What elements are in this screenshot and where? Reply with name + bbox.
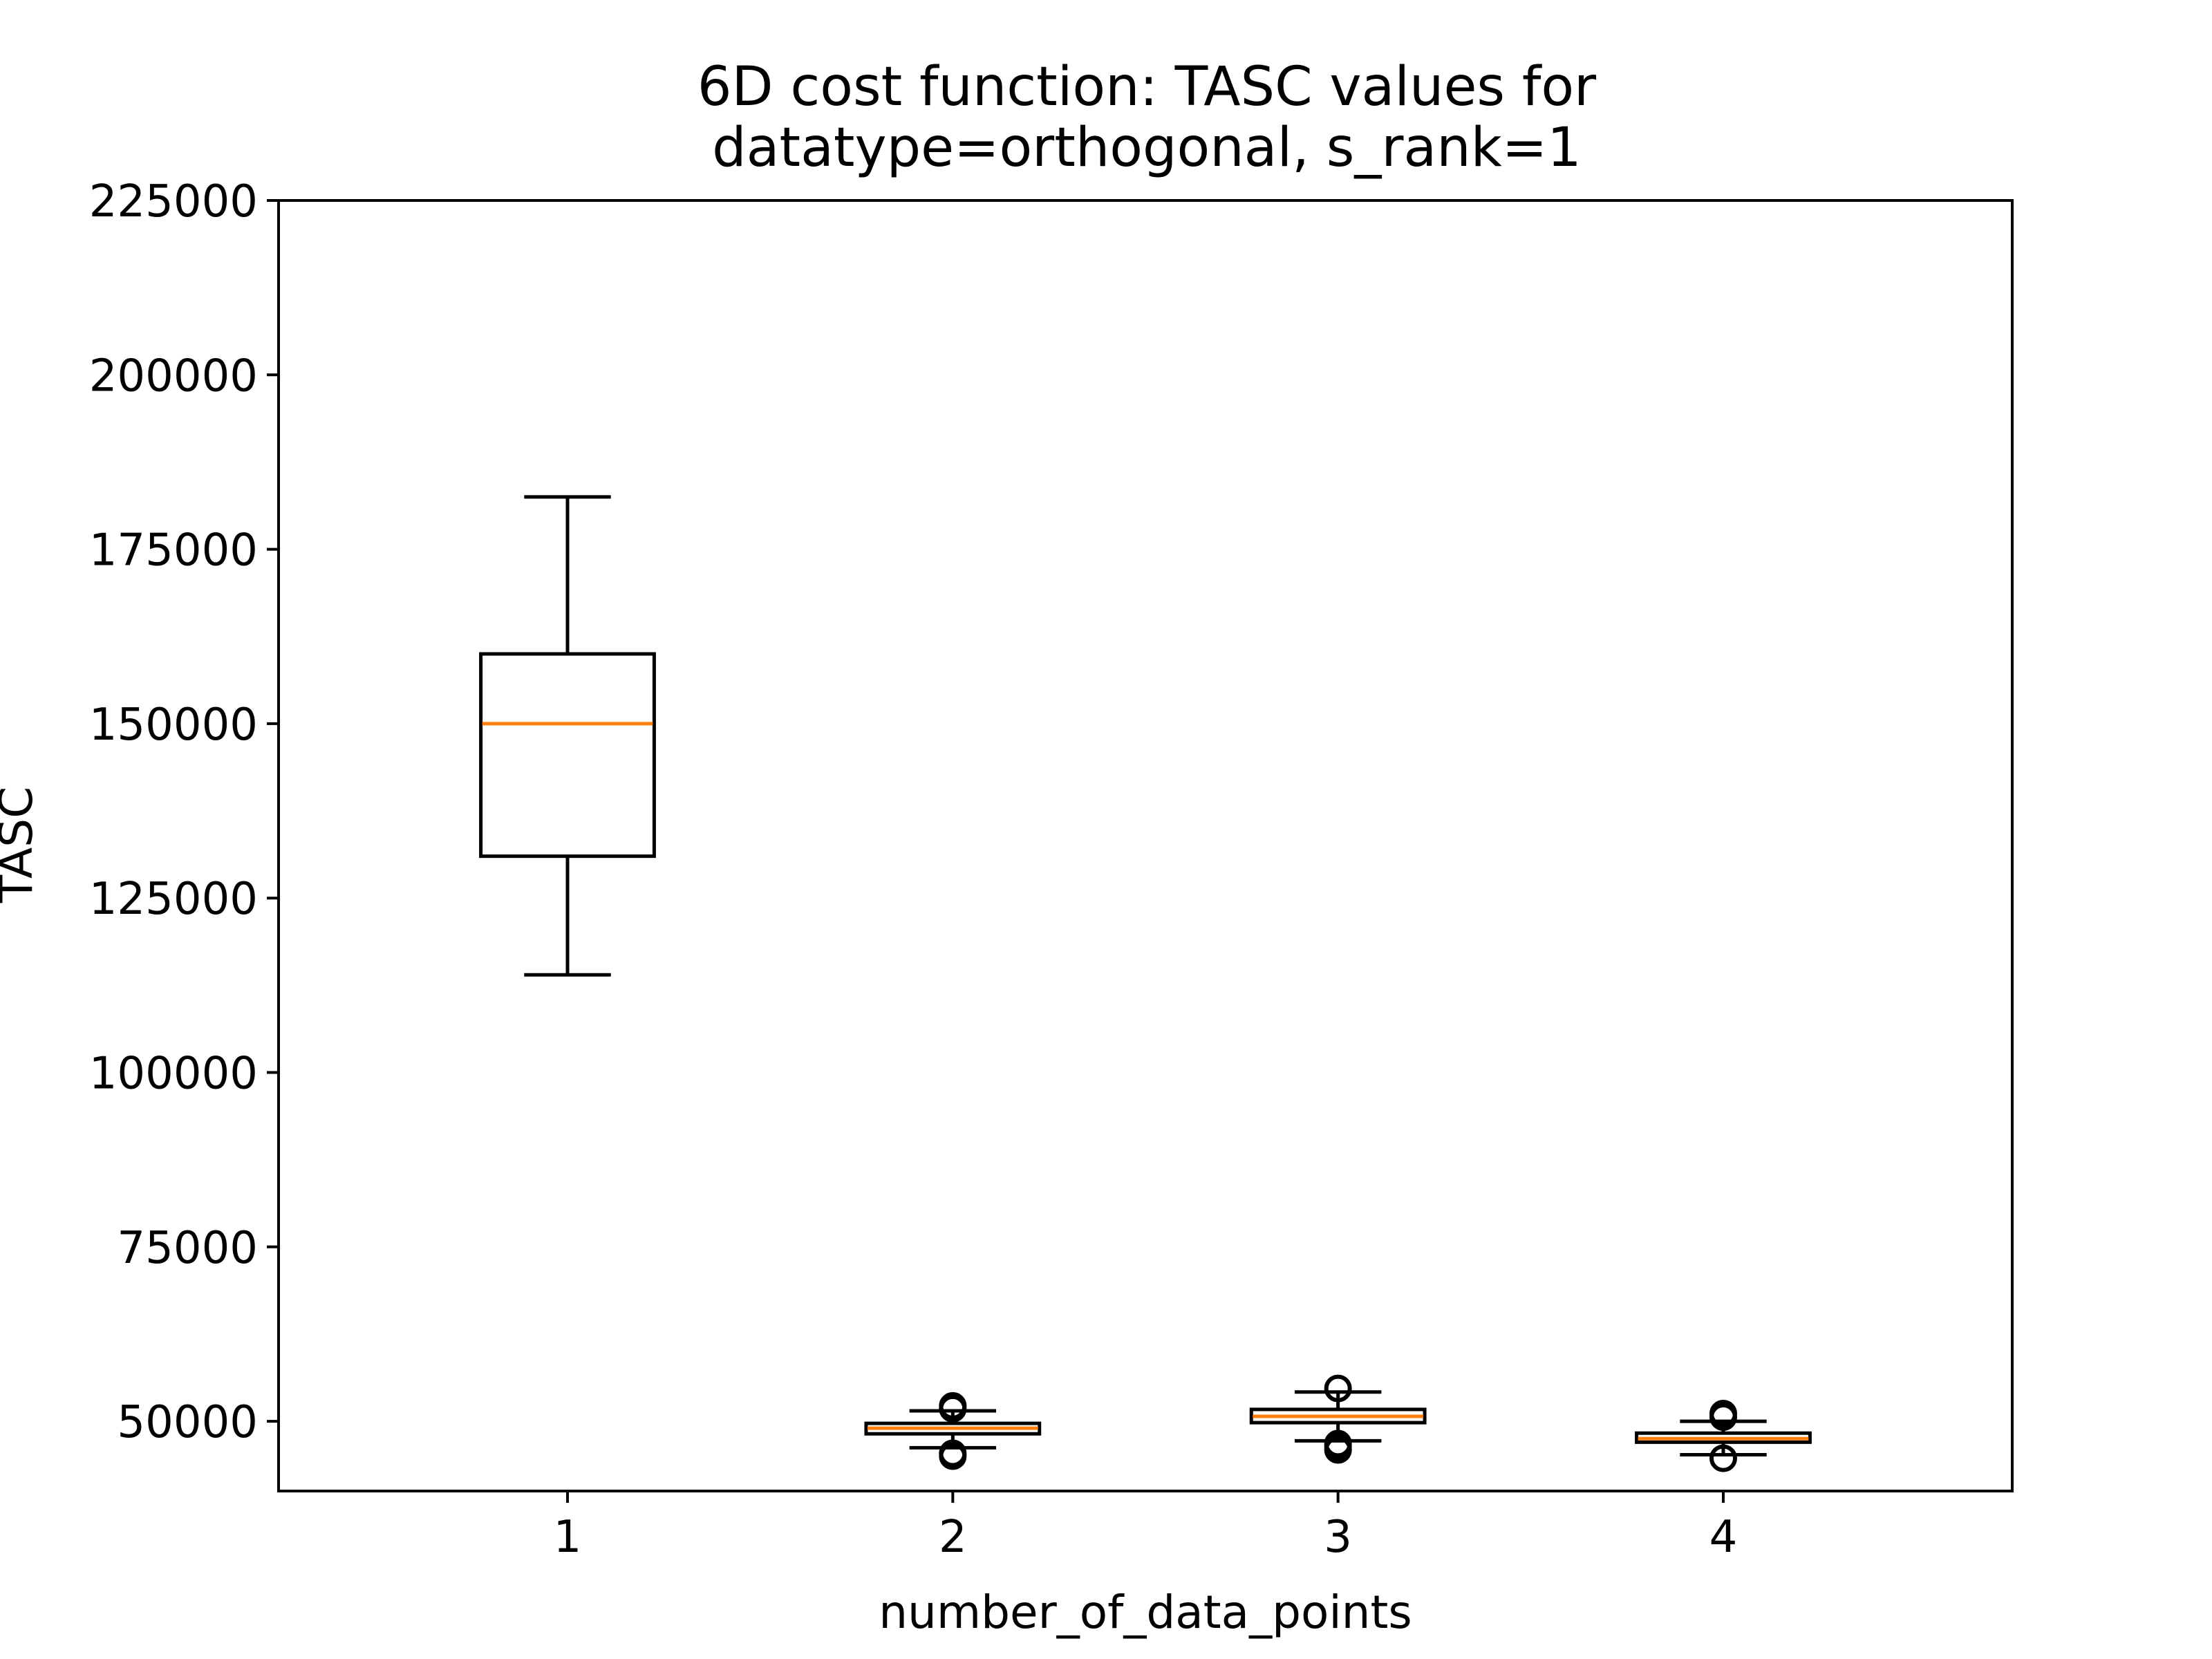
box-group bbox=[1635, 1399, 1812, 1472]
iqr-box bbox=[479, 652, 656, 859]
y-tick-label: 125000 bbox=[89, 874, 258, 925]
x-tick-label: 3 bbox=[1324, 1512, 1352, 1563]
box-group bbox=[864, 1391, 1042, 1470]
iqr-box bbox=[864, 1421, 1042, 1436]
y-axis-ticks: 50000 75000 100000 125000 150000 175000 200000… bbox=[89, 176, 279, 1448]
plot-area bbox=[479, 495, 1812, 1472]
axes-frame bbox=[277, 199, 2014, 1492]
y-tick-label: 150000 bbox=[89, 700, 258, 751]
chart-title-line1: 6D cost function: TASC values for bbox=[697, 56, 1597, 118]
iqr-box bbox=[1249, 1407, 1427, 1425]
x-axis-ticks: 1 2 3 4 bbox=[554, 1491, 1738, 1563]
y-tick-label: 225000 bbox=[89, 176, 258, 227]
outlier-point bbox=[939, 1391, 967, 1420]
y-tick-label: 200000 bbox=[89, 350, 258, 402]
box-group bbox=[479, 495, 656, 977]
y-axis-label: TASC bbox=[0, 787, 43, 903]
outlier-point bbox=[1324, 1430, 1352, 1458]
y-tick-label: 75000 bbox=[117, 1223, 258, 1274]
outlier-point bbox=[1709, 1399, 1737, 1427]
box-group bbox=[1249, 1374, 1427, 1464]
y-tick-label: 100000 bbox=[89, 1048, 258, 1099]
x-tick-label: 2 bbox=[939, 1512, 967, 1563]
x-tick-label: 1 bbox=[554, 1512, 582, 1563]
outlier-point bbox=[1709, 1444, 1737, 1472]
x-tick-label: 4 bbox=[1709, 1512, 1738, 1563]
y-tick-label: 175000 bbox=[89, 525, 258, 577]
y-tick-label: 50000 bbox=[117, 1397, 258, 1448]
x-axis-label: number_of_data_points bbox=[879, 1586, 1412, 1639]
outlier-point bbox=[1324, 1374, 1352, 1403]
iqr-box bbox=[1635, 1431, 1812, 1444]
chart-title-line2: datatype=orthogonal, s_rank=1 bbox=[712, 117, 1582, 179]
outlier-point bbox=[939, 1439, 967, 1468]
